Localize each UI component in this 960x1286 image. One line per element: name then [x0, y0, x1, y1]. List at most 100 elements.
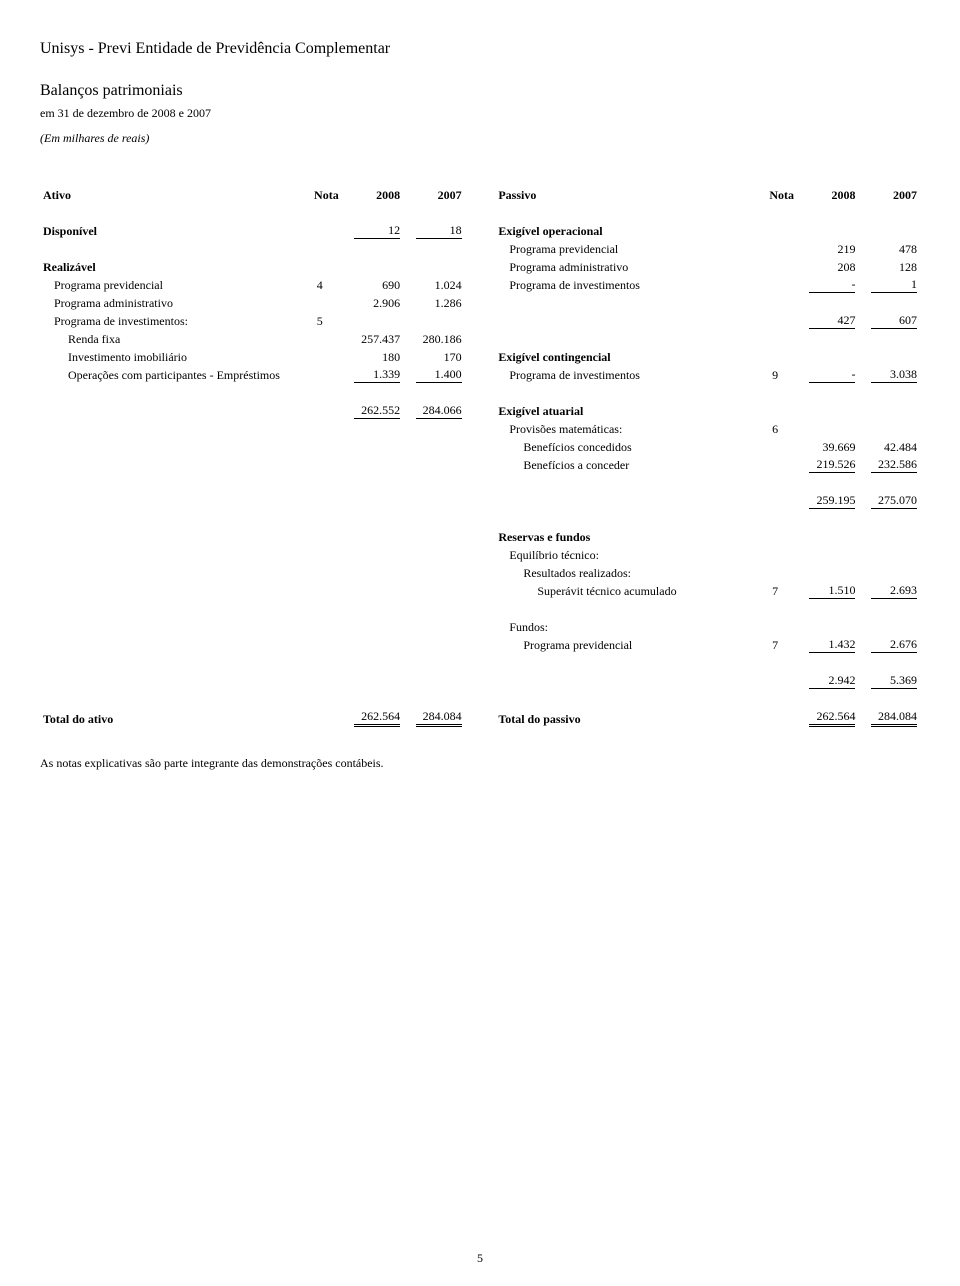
passivo-ben-a-conc-2008: 219.526 [809, 457, 855, 473]
ativo-prog-adm-label: Programa administrativo [40, 294, 298, 312]
ativo-prog-prev-2007: 1.024 [416, 278, 462, 293]
passivo-sup-tec-2007: 2.693 [871, 583, 917, 599]
table-row: Disponível 12 18 Exigível operacional [40, 222, 920, 240]
ativo-disponivel-label: Disponível [40, 222, 298, 240]
passivo-prog-adm-2008: 208 [809, 260, 855, 275]
ativo-total-2007: 284.084 [416, 709, 462, 727]
table-row: Programa previdencial 219 478 [40, 240, 920, 258]
passivo-f-prev-label: Programa previdencial [495, 636, 753, 654]
ativo-prog-adm-2008: 2.906 [354, 296, 400, 311]
passivo-sup-tec-nota: 7 [753, 582, 797, 600]
ativo-op-emp-label: Operações com participantes - Empréstimo… [40, 366, 298, 384]
col-2008-l: 2008 [342, 186, 403, 204]
unit-note: (Em milhares de reais) [40, 131, 920, 146]
passivo-res-fundos-label: Reservas e fundos [495, 528, 753, 546]
ativo-subtotal-2007: 284.066 [416, 403, 462, 419]
table-row: Reservas e fundos [40, 528, 920, 546]
passivo-exig-at-label: Exigível atuarial [495, 402, 753, 420]
table-row: Equilíbrio técnico: [40, 546, 920, 564]
ativo-total-2008: 262.564 [354, 709, 400, 727]
notes-line: As notas explicativas são parte integran… [40, 756, 920, 771]
passivo-at-sub-2008: 259.195 [809, 493, 855, 509]
table-row: Benefícios a conceder 219.526 232.586 [40, 456, 920, 474]
passivo-sup-tec-label: Superávit técnico acumulado [495, 582, 753, 600]
ativo-inv-imob-2007: 170 [416, 350, 462, 365]
date-line: em 31 de dezembro de 2008 e 2007 [40, 106, 920, 121]
col-2008-r: 2008 [797, 186, 858, 204]
table-row: Superávit técnico acumulado 7 1.510 2.69… [40, 582, 920, 600]
ativo-disponivel-2007: 18 [416, 223, 462, 239]
table-row: Provisões matemáticas: 6 [40, 420, 920, 438]
table-row: 262.552 284.066 Exigível atuarial [40, 402, 920, 420]
passivo-ben-conc-label: Benefícios concedidos [495, 438, 753, 456]
passivo-prog-adm-label: Programa administrativo [495, 258, 753, 276]
passivo-c-inv-label: Programa de investimentos [495, 366, 753, 384]
table-row: Realizável Programa administrativo 208 1… [40, 258, 920, 276]
passivo-ben-a-conc-label: Benefícios a conceder [495, 456, 753, 474]
passivo-rf-sub-2007: 5.369 [871, 673, 917, 689]
passivo-prog-adm-2007: 128 [871, 260, 917, 275]
table-row: 259.195 275.070 [40, 492, 920, 510]
passivo-prog-prev-2007: 478 [871, 242, 917, 257]
passivo-op-sub-2007: 607 [871, 313, 917, 329]
ativo-inv-imob-2008: 180 [354, 350, 400, 365]
ativo-prog-inv-label: Programa de investimentos: [40, 312, 298, 330]
ativo-subtotal-2008: 262.552 [354, 403, 400, 419]
table-row: Operações com participantes - Empréstimo… [40, 366, 920, 384]
company-name: Unisys - Previ Entidade de Previdência C… [40, 40, 920, 58]
passivo-rf-sub-2008: 2.942 [809, 673, 855, 689]
passivo-f-prev-2007: 2.676 [871, 637, 917, 653]
table-row: Investimento imobiliário 180 170 Exigíve… [40, 348, 920, 366]
col-nota-r: Nota [753, 186, 797, 204]
passivo-f-prev-2008: 1.432 [809, 637, 855, 653]
passivo-ben-a-conc-2007: 232.586 [871, 457, 917, 473]
passivo-prov-mat-nota: 6 [753, 420, 797, 438]
passivo-c-inv-nota: 9 [753, 366, 797, 384]
passivo-exig-op-label: Exigível operacional [495, 222, 753, 240]
ativo-renda-fixa-2008: 257.437 [354, 332, 400, 347]
ativo-op-emp-2008: 1.339 [354, 367, 400, 383]
report-title: Balanços patrimoniais [40, 82, 920, 100]
passivo-prog-prev-2008: 219 [809, 242, 855, 257]
table-row: Resultados realizados: [40, 564, 920, 582]
table-row: Fundos: [40, 618, 920, 636]
passivo-prog-inv-2007: 1 [871, 277, 917, 293]
passivo-c-inv-2008: - [809, 367, 855, 383]
ativo-prog-adm-2007: 1.286 [416, 296, 462, 311]
col-nota-l: Nota [298, 186, 342, 204]
ativo-prog-prev-nota: 4 [298, 276, 342, 294]
page-number: 5 [40, 1251, 920, 1266]
ativo-total-label: Total do ativo [40, 708, 298, 728]
col-passivo: Passivo [495, 186, 753, 204]
balance-sheet-table: Ativo Nota 2008 2007 Passivo Nota 2008 2… [40, 186, 920, 728]
passivo-prog-inv-label: Programa de investimentos [495, 276, 753, 294]
passivo-ben-conc-2008: 39.669 [809, 440, 855, 455]
ativo-disponivel-2008: 12 [354, 223, 400, 239]
passivo-op-sub-2008: 427 [809, 313, 855, 329]
ativo-renda-fixa-2007: 280.186 [416, 332, 462, 347]
passivo-f-prev-nota: 7 [753, 636, 797, 654]
passivo-at-sub-2007: 275.070 [871, 493, 917, 509]
passivo-total-label: Total do passivo [495, 708, 753, 728]
table-row: Programa administrativo 2.906 1.286 [40, 294, 920, 312]
table-row: Benefícios concedidos 39.669 42.484 [40, 438, 920, 456]
passivo-c-inv-2007: 3.038 [871, 367, 917, 383]
ativo-prog-inv-nota: 5 [298, 312, 342, 330]
ativo-op-emp-2007: 1.400 [416, 367, 462, 383]
ativo-inv-imob-label: Investimento imobiliário [40, 348, 298, 366]
passivo-prog-prev-label: Programa previdencial [495, 240, 753, 258]
table-row: 2.942 5.369 [40, 672, 920, 690]
table-header-row: Ativo Nota 2008 2007 Passivo Nota 2008 2… [40, 186, 920, 204]
passivo-sup-tec-2008: 1.510 [809, 583, 855, 599]
ativo-renda-fixa-label: Renda fixa [40, 330, 298, 348]
col-2007-r: 2007 [858, 186, 920, 204]
col-2007-l: 2007 [403, 186, 464, 204]
table-row-totals: Total do ativo 262.564 284.084 Total do … [40, 708, 920, 728]
passivo-eq-tec-label: Equilíbrio técnico: [495, 546, 753, 564]
passivo-total-2008: 262.564 [809, 709, 855, 727]
passivo-total-2007: 284.084 [871, 709, 917, 727]
passivo-prog-inv-2008: - [809, 277, 855, 293]
ativo-realizavel-label: Realizável [40, 258, 298, 276]
passivo-prov-mat-label: Provisões matemáticas: [495, 420, 753, 438]
ativo-prog-prev-2008: 690 [354, 278, 400, 293]
